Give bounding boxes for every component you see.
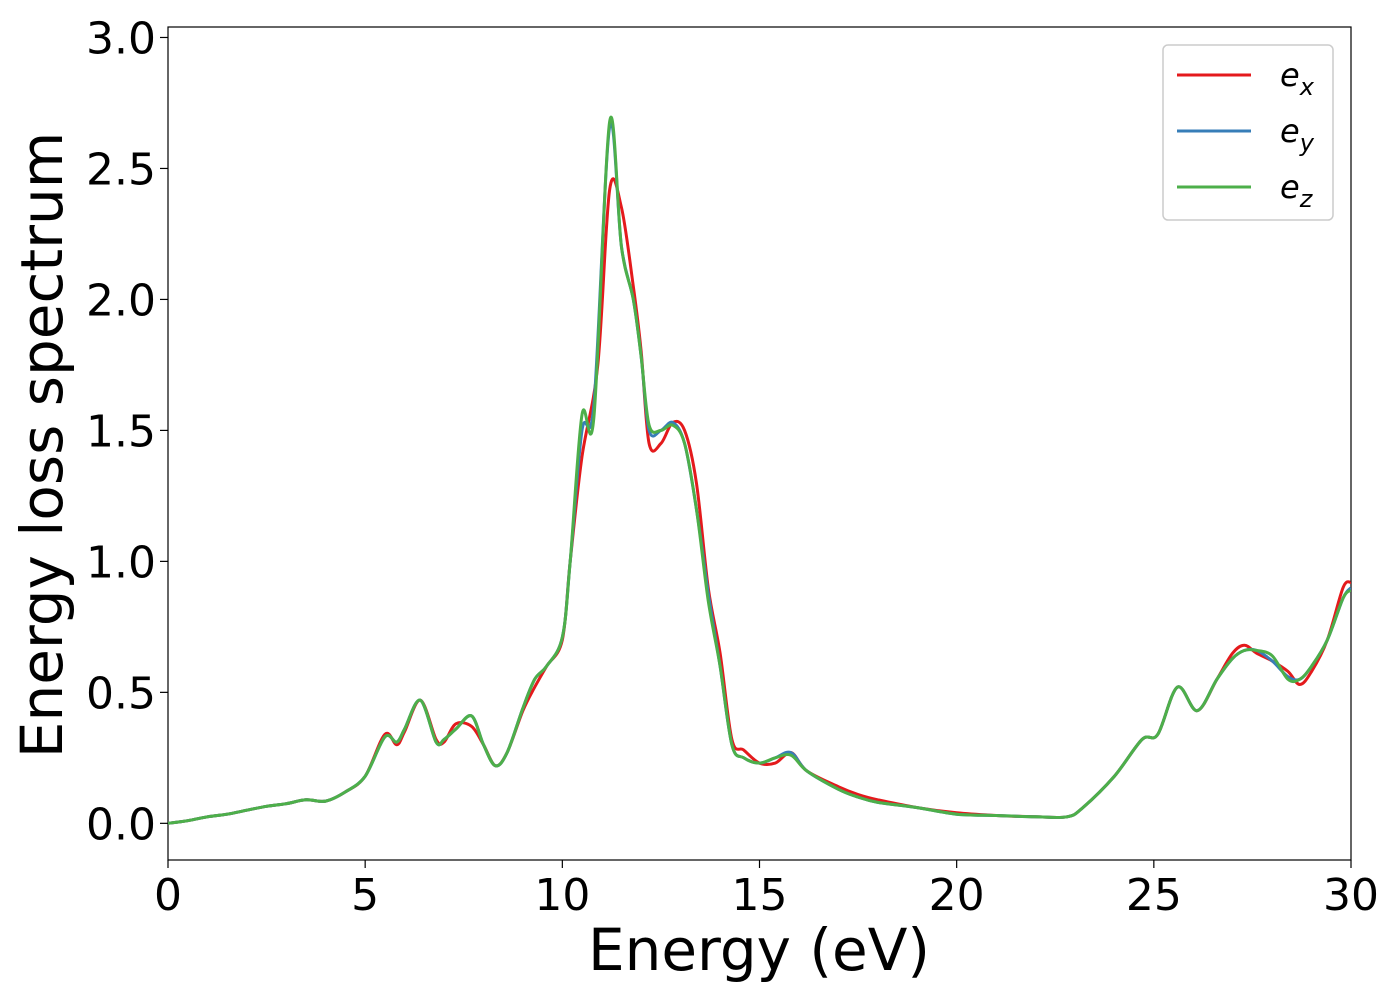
y-tick-label: 1.5 <box>86 406 156 457</box>
y-axis-title: Energy loss spectrum <box>8 132 76 758</box>
x-tick-label: 0 <box>154 870 182 921</box>
y-tick-label: 0.0 <box>86 799 156 850</box>
x-tick-label: 10 <box>534 870 590 921</box>
x-tick-label: 15 <box>732 870 788 921</box>
y-tick-label: 2.5 <box>86 144 156 195</box>
plot-area <box>167 26 1352 861</box>
x-tick-label: 25 <box>1126 870 1182 921</box>
x-tick-label: 5 <box>351 870 379 921</box>
y-tick-label: 3.0 <box>86 13 156 64</box>
y-tick-label: 2.0 <box>86 275 156 326</box>
y-axis-ticks: 0.0 0.5 1.0 1.5 2.0 2.5 3.0 <box>86 13 168 850</box>
series-layer <box>168 115 1351 825</box>
x-axis-ticks: 0 5 10 15 20 25 30 <box>154 860 1379 921</box>
y-tick-label: 1.0 <box>86 537 156 588</box>
series-line-e-z <box>168 115 1351 825</box>
y-tick-label: 0.5 <box>86 668 156 719</box>
x-tick-label: 30 <box>1323 870 1379 921</box>
x-axis-title: Energy (eV) <box>588 916 930 984</box>
x-tick-label: 20 <box>929 870 985 921</box>
plot-frame <box>167 26 1352 861</box>
